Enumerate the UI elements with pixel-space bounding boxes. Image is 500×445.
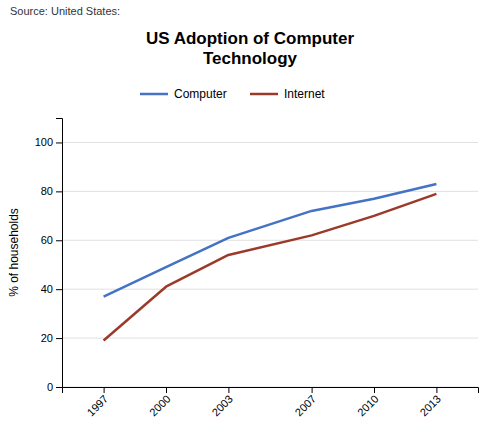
x-tick-label: 2003 (209, 393, 235, 419)
x-tick: 2013 (417, 387, 443, 418)
x-tick: 2000 (147, 387, 173, 418)
legend-swatch (250, 93, 278, 96)
x-tick: 2007 (293, 387, 319, 418)
x-tick-mark (436, 387, 437, 393)
y-tick: 0 (47, 381, 62, 393)
grid (62, 142, 478, 387)
y-tick-mark (56, 289, 62, 290)
y-tick: 80 (41, 185, 62, 197)
y-tick-label: 100 (35, 136, 53, 148)
x-tick-label: 1997 (85, 393, 111, 419)
series-line (104, 184, 437, 296)
grid-line (62, 338, 478, 339)
y-axis-title: % of households (7, 208, 21, 297)
y-tick: 60 (41, 234, 62, 246)
y-tick: 100 (35, 136, 62, 148)
y-tick: 40 (41, 283, 62, 295)
x-tick-label: 2010 (355, 393, 381, 419)
y-tick-label: 80 (41, 185, 53, 197)
y-tick-mark (56, 142, 62, 143)
x-tick: 1997 (85, 387, 111, 418)
x-tick-mark (374, 387, 375, 393)
x-tick-label: 2000 (147, 393, 173, 419)
y-tick-label: 60 (41, 234, 53, 246)
x-tick-mark (312, 387, 313, 393)
y-tick-mark (56, 191, 62, 192)
lines (104, 184, 437, 341)
y-tick-label: 40 (41, 283, 53, 295)
y-tick-mark (56, 387, 62, 388)
y-axis: 0 20 40 60 80 100 (35, 119, 63, 394)
annotation: Source: United States: (10, 5, 120, 17)
y-tick: 20 (41, 332, 62, 344)
grid-line (62, 289, 478, 290)
chart: Source: United States: US Adoption of Com… (0, 0, 500, 445)
x-axis: 1997 2000 2003 2007 2010 2013 (63, 387, 479, 418)
grid-line (62, 142, 478, 143)
title-line: Technology (203, 49, 298, 68)
y-tick-mark (56, 240, 62, 241)
title-line: US Adoption of Computer (146, 29, 354, 48)
x-tick-mark (166, 387, 167, 393)
title: US Adoption of ComputerTechnology (146, 29, 354, 68)
x-tick-mark (228, 387, 229, 393)
x-tick: 2010 (355, 387, 381, 418)
legend-label: Computer (174, 87, 227, 101)
grid-line (62, 191, 478, 192)
y-axis-line (56, 119, 63, 388)
y-tick-mark (56, 338, 62, 339)
y-tick-label: 0 (47, 381, 53, 393)
series-line (104, 194, 437, 341)
x-tick: 2003 (209, 387, 235, 418)
x-tick-label: 2007 (293, 393, 319, 419)
x-tick-mark (104, 387, 105, 393)
grid-line (62, 240, 478, 241)
legend-swatch (140, 93, 168, 96)
legend: Computer Internet (140, 87, 325, 101)
x-axis-line (63, 388, 479, 394)
legend-item: Internet (250, 87, 325, 101)
x-tick-label: 2013 (417, 393, 443, 419)
legend-item: Computer (140, 87, 227, 101)
plot: 1997 2000 2003 2007 2010 2013 0 20 40 60 80 100 % of… (7, 119, 479, 419)
legend-label: Internet (284, 87, 325, 101)
y-tick-label: 20 (41, 332, 53, 344)
